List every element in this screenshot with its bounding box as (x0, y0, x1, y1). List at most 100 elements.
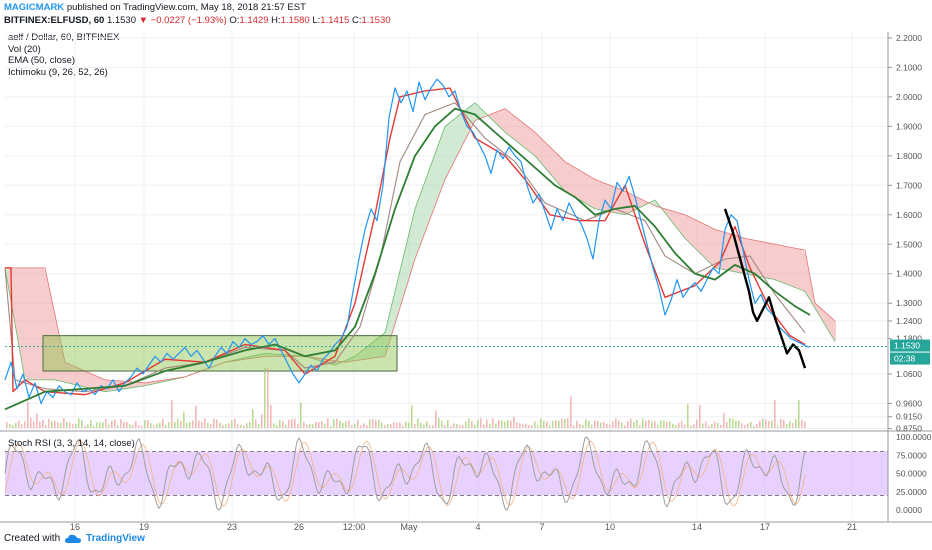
legend-volume[interactable]: Vol (20) (8, 43, 41, 55)
volume-bar (285, 424, 287, 428)
y-tick-label: 1.2400 (896, 316, 922, 326)
x-tick-label: May (400, 522, 418, 532)
volume-bar (24, 421, 26, 428)
volume-bar (165, 425, 167, 428)
cloud-segment (770, 243, 773, 280)
legend-ichimoku[interactable]: Ichimoku (9, 26, 52, 26) (8, 66, 108, 78)
cloud-segment (395, 279, 398, 324)
volume-bar (669, 421, 671, 428)
volume-bar (468, 418, 470, 428)
volume-bar (561, 418, 563, 428)
cloud-segment (425, 173, 428, 233)
cloud-segment (359, 350, 362, 361)
cloud-segment (401, 254, 404, 305)
volume-bar (633, 421, 635, 428)
cloud-segment (386, 316, 389, 354)
volume-bar (606, 423, 608, 428)
volume-bar (783, 419, 785, 428)
volume-bar (528, 425, 530, 428)
cloud-segment (731, 234, 734, 272)
countdown-badge (890, 352, 930, 365)
volume-bar (189, 421, 191, 428)
volume-bar (423, 424, 425, 428)
author-name[interactable]: MAGICMARK (4, 2, 65, 13)
cloud-segment (482, 109, 485, 118)
volume-bar (354, 423, 356, 428)
volume-bar (357, 419, 359, 428)
volume-bar (636, 419, 638, 428)
volume-bar (183, 411, 185, 428)
cloud-segment (701, 222, 704, 258)
cloud-segment (542, 139, 545, 168)
volume-bar (45, 425, 47, 428)
cloud-segment (560, 156, 563, 189)
cloud-segment (605, 183, 608, 212)
volume-bar (225, 423, 227, 428)
volume-bar (162, 418, 164, 428)
cloud-segment (572, 165, 575, 198)
volume-bar (18, 420, 20, 428)
close-label: C: (351, 15, 362, 26)
volume-bar (777, 425, 779, 428)
cloud-segment (143, 382, 146, 387)
cloud-segment (674, 211, 677, 229)
volume-bar (600, 422, 602, 428)
volume-bar (309, 424, 311, 428)
cloud-segment (533, 130, 536, 158)
stoch-rsi-label[interactable]: Stoch RSI (3, 3, 14, 14, close) (8, 438, 135, 449)
volume-bar (666, 421, 668, 428)
volume-bar (708, 425, 710, 428)
volume-bar (300, 402, 302, 428)
cloud-segment (23, 267, 26, 380)
volume-bar (441, 420, 443, 428)
volume-bar (204, 418, 206, 428)
volume-bar (156, 423, 158, 428)
cloud-segment (14, 267, 17, 336)
cloud-segment (665, 208, 668, 217)
volume-bar (330, 425, 332, 428)
y-tick-label: 1.0600 (896, 369, 922, 379)
x-tick-label: 16 (70, 522, 80, 532)
volume-bar (33, 421, 35, 428)
volume-bar (12, 425, 14, 428)
volume-bar (717, 423, 719, 428)
cloud-segment (692, 218, 695, 249)
volume-bar (96, 422, 98, 428)
volume-bar (51, 421, 53, 428)
volume-bar (594, 420, 596, 428)
volume-bar (573, 425, 575, 428)
cloud-segment (578, 169, 581, 201)
rsi-tick-label: 25.0000 (896, 487, 927, 497)
cloud-segment (707, 225, 710, 263)
tradingview-brand[interactable]: TradingView (86, 533, 145, 544)
cloud-segment (104, 379, 107, 392)
y-tick-label: 1.5000 (896, 239, 922, 249)
volume-bar (273, 423, 275, 428)
volume-bar (750, 421, 752, 428)
volume-bar (126, 422, 128, 428)
cloud-segment (134, 382, 137, 388)
cloud-segment (809, 271, 812, 304)
cloud-segment (725, 232, 728, 271)
volume-bar (72, 424, 74, 428)
cloud-segment (65, 362, 68, 383)
volume-bar (759, 420, 761, 428)
volume-bar (243, 425, 245, 428)
volume-bar (141, 425, 143, 428)
volume-bar (291, 419, 293, 428)
chart-canvas[interactable]: 16 19 23 26 12:00 May 4 7 10 14 17 21 2.2000 2.1000 2.… (0, 0, 932, 532)
cloud-segment (434, 148, 437, 209)
cloud-segment (380, 334, 383, 358)
cloud-segment (818, 305, 821, 319)
volume-bar (387, 424, 389, 428)
volume-bar (246, 423, 248, 428)
volume-bar (732, 418, 734, 428)
legend-ema[interactable]: EMA (50, close) (8, 55, 76, 66)
volume-bar (621, 422, 623, 428)
volume-bar (48, 418, 50, 428)
cloud-segment (683, 214, 686, 240)
volume-bar (627, 421, 629, 428)
volume-bar (150, 423, 152, 428)
publish-header: MAGICMARK published on TradingView.com, … (4, 1, 306, 14)
y-tick-label: 1.7000 (896, 180, 922, 190)
